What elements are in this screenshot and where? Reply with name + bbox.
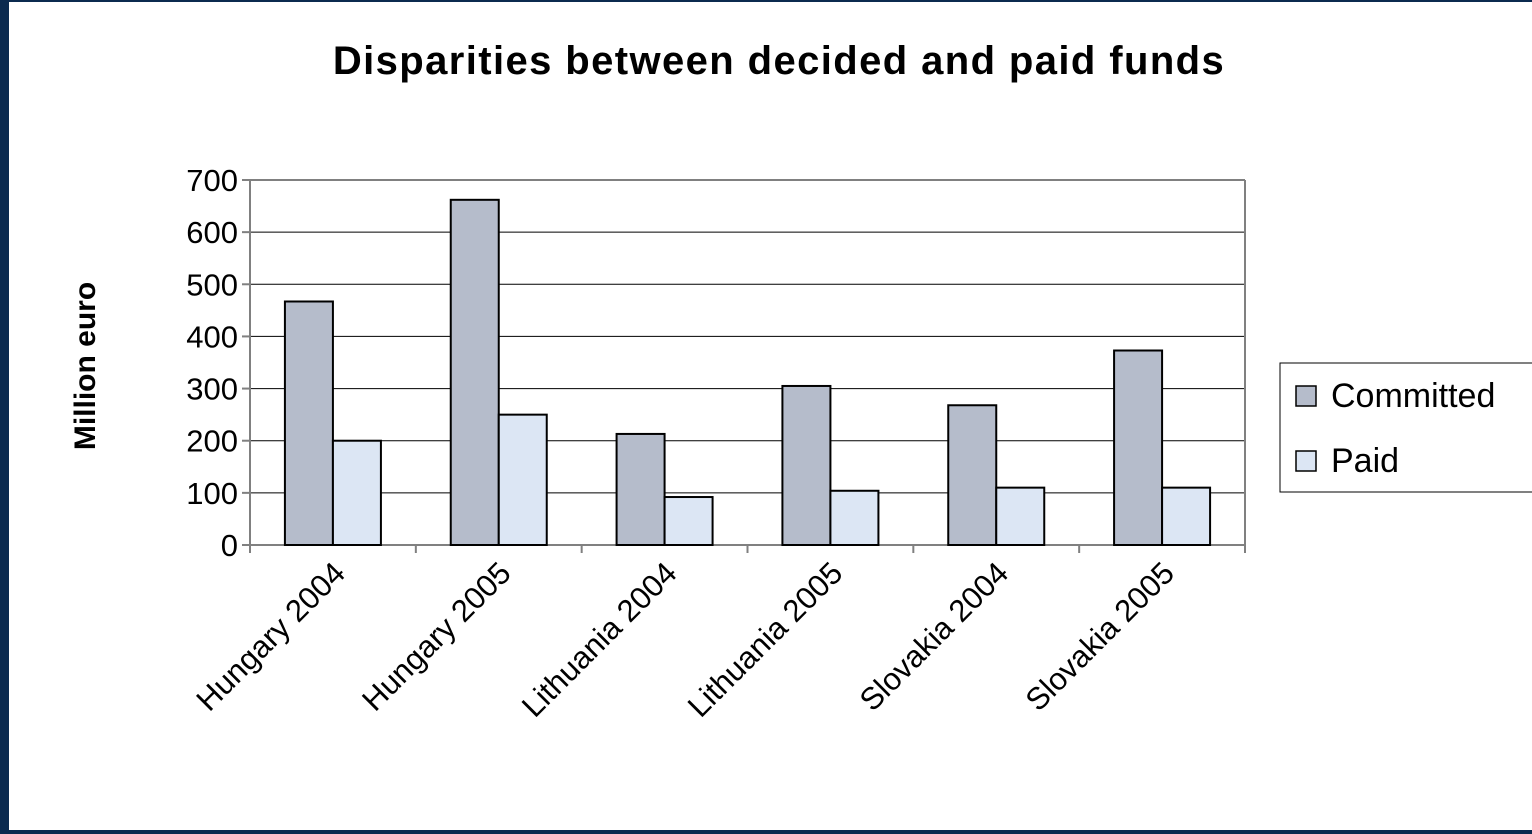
legend-swatch-paid (1296, 451, 1316, 471)
bar-paid (665, 497, 713, 545)
legend: Committed Paid (1280, 363, 1532, 492)
chart-title: Disparities between decided and paid fun… (333, 39, 1225, 83)
x-category-label: Slovakia 2005 (1019, 555, 1181, 717)
x-category-label: Hungary 2005 (355, 555, 517, 717)
x-category-label: Lithuania 2005 (681, 555, 850, 724)
bar-paid (996, 488, 1044, 545)
y-tick-label: 300 (186, 372, 238, 407)
legend-swatch-committed (1296, 386, 1316, 406)
y-tick-label: 500 (186, 267, 238, 302)
bar-committed (617, 434, 665, 545)
y-axis-title: Million euro (69, 282, 102, 450)
bar-committed (285, 301, 333, 545)
bar-paid (830, 491, 878, 545)
chart-slide: Disparities between decided and paid fun… (9, 2, 1532, 830)
y-tick-label: 200 (186, 424, 238, 459)
y-tick-label: 400 (186, 319, 238, 354)
legend-label-paid: Paid (1331, 442, 1399, 480)
legend-label-committed: Committed (1331, 377, 1495, 415)
bar-committed (948, 405, 996, 545)
bar-committed (782, 386, 830, 545)
plot-area: 0 100 200 300 400 500 600 700 Hungary 2004 Hungar… (186, 163, 1245, 724)
bar-chart: Disparities between decided and paid fun… (9, 2, 1532, 830)
y-tick-label: 600 (186, 215, 238, 250)
y-tick-label: 700 (186, 163, 238, 198)
bar-paid (499, 415, 547, 545)
bar-committed (1114, 351, 1162, 545)
x-category-label: Slovakia 2004 (853, 555, 1015, 717)
y-tick-label: 100 (186, 476, 238, 511)
y-tick-label: 0 (221, 528, 238, 563)
bar-paid (1162, 488, 1210, 545)
x-category-label: Lithuania 2004 (515, 555, 684, 724)
bar-committed (451, 200, 499, 545)
bar-paid (333, 441, 381, 545)
x-category-label: Hungary 2004 (189, 555, 351, 717)
